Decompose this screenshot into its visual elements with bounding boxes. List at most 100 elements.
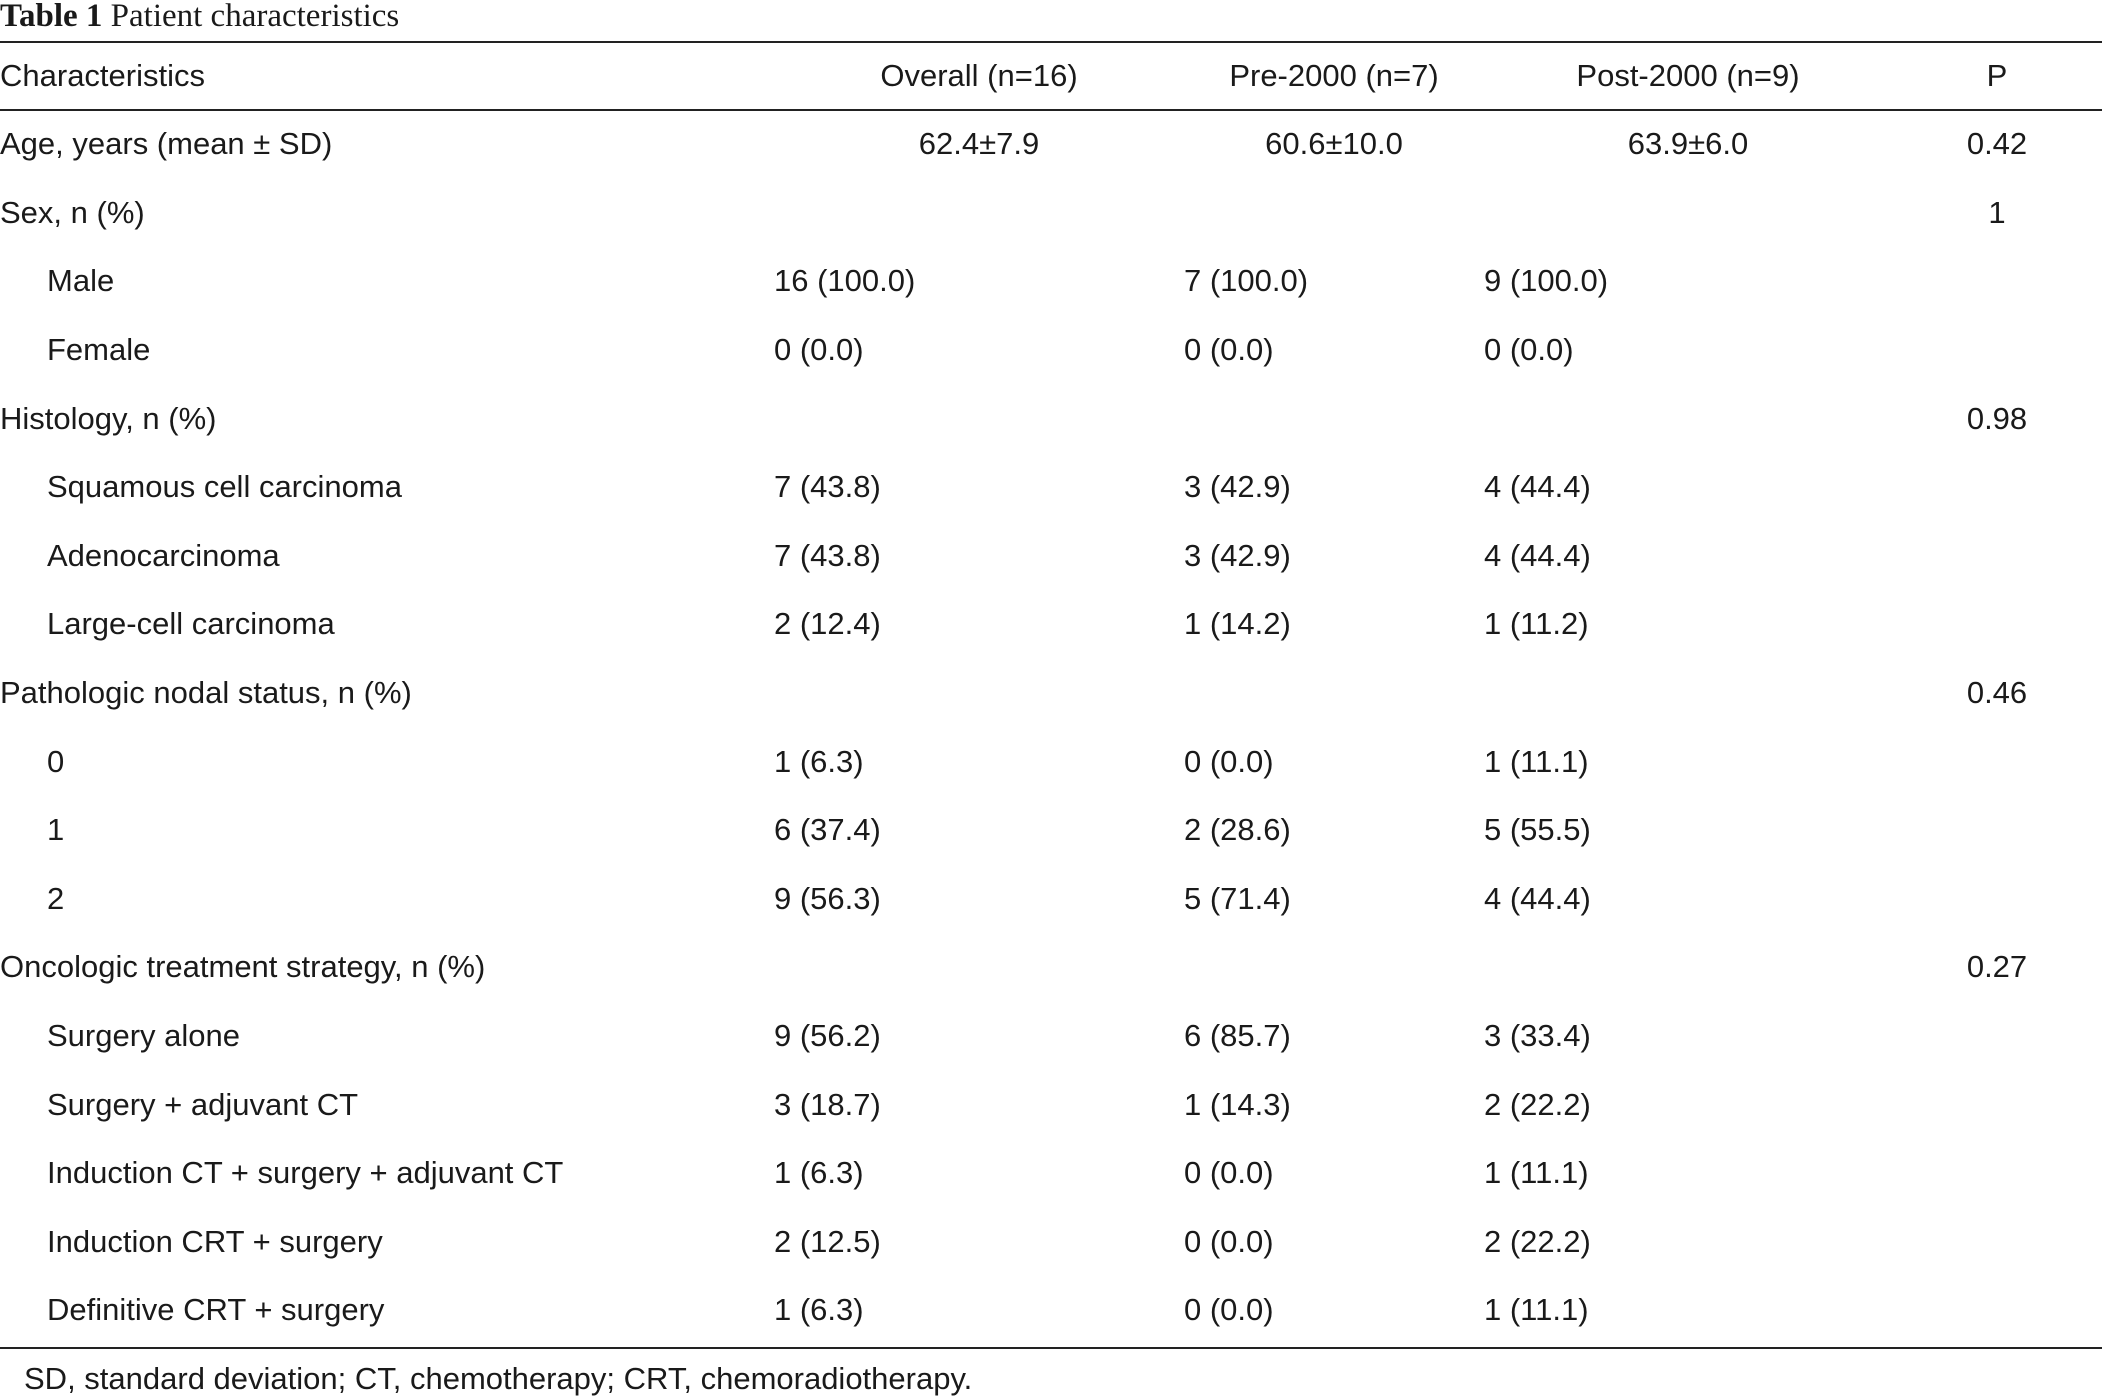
table-caption-label: Table 1: [0, 0, 103, 34]
table-row: Male 16 (100.0) 7 (100.0) 9 (100.0): [0, 247, 2102, 316]
cell-pre-2000: 0 (0.0): [1184, 1292, 1274, 1328]
cell-post-2000: [1484, 933, 1892, 1002]
table-row: Squamous cell carcinoma 7 (43.8) 3 (42.9) 4…: [0, 453, 2102, 522]
table-row: Definitive CRT + surgery 1 (6.3) 0 (0.0) 1 …: [0, 1276, 2102, 1345]
cell-p-value: [1892, 865, 2102, 934]
table-row: Pathologic nodal status, n (%) 0.46: [0, 659, 2102, 728]
cell-post-2000: 2 (22.2): [1484, 1086, 1591, 1122]
cell-p-value: [1892, 522, 2102, 591]
row-label: Induction CT + surgery + adjuvant CT: [47, 1155, 564, 1191]
table-row: Oncologic treatment strategy, n (%) 0.27: [0, 933, 2102, 1002]
cell-pre-2000: [1184, 384, 1484, 453]
cell-p-value: [1892, 1208, 2102, 1277]
cell-p-value: [1892, 796, 2102, 865]
table-row: Histology, n (%) 0.98: [0, 384, 2102, 453]
table-row: Female 0 (0.0) 0 (0.0) 0 (0.0): [0, 316, 2102, 385]
table-row: Induction CT + surgery + adjuvant CT 1 (6…: [0, 1139, 2102, 1208]
row-label: Age, years (mean ± SD): [0, 126, 333, 162]
cell-post-2000: [1484, 384, 1892, 453]
cell-overall: 1 (6.3): [774, 1155, 864, 1191]
cell-overall: 9 (56.2): [774, 1018, 881, 1054]
table-row: Age, years (mean ± SD) 62.4±7.9 60.6±10.0 6…: [0, 110, 2102, 179]
patient-characteristics-table: Characteristics Overall (n=16) Pre-2000 …: [0, 42, 2102, 1345]
table-row: Surgery alone 9 (56.2) 6 (85.7) 3 (33.4): [0, 1002, 2102, 1071]
row-label: Induction CRT + surgery: [47, 1223, 383, 1259]
header-post-2000: Post-2000 (n=9): [1576, 58, 1800, 93]
table-bottom-rule: [0, 1347, 2102, 1349]
table-top-rule: [0, 41, 2102, 43]
cell-post-2000: 5 (55.5): [1484, 812, 1591, 848]
cell-post-2000: 3 (33.4): [1484, 1018, 1591, 1054]
table-row: Induction CRT + surgery 2 (12.5) 0 (0.0) 2 …: [0, 1208, 2102, 1277]
cell-pre-2000: 5 (71.4): [1184, 880, 1291, 916]
cell-pre-2000: 1 (14.2): [1184, 606, 1291, 642]
table-caption: Table 1 Patient characteristics: [0, 0, 399, 34]
table-footnote: SD, standard deviation; CT, chemotherapy…: [24, 1361, 973, 1396]
cell-p-value: 0.46: [1966, 675, 2028, 711]
cell-overall: 9 (56.3): [774, 880, 881, 916]
cell-overall: 62.4±7.9: [918, 126, 1040, 162]
cell-p-value: [1892, 1139, 2102, 1208]
table-row: 2 9 (56.3) 5 (71.4) 4 (44.4): [0, 865, 2102, 934]
table-row: 1 6 (37.4) 2 (28.6) 5 (55.5): [0, 796, 2102, 865]
cell-post-2000: [1484, 179, 1892, 248]
row-label: 2: [47, 880, 65, 916]
header-characteristics: Characteristics: [0, 58, 205, 93]
cell-post-2000: 2 (22.2): [1484, 1223, 1591, 1259]
row-label: Male: [47, 263, 115, 299]
cell-post-2000: 9 (100.0): [1484, 263, 1609, 299]
table-caption-title: Patient characteristics: [110, 0, 400, 34]
cell-overall: [774, 659, 1184, 728]
cell-post-2000: 4 (44.4): [1484, 469, 1591, 505]
table-row: Adenocarcinoma 7 (43.8) 3 (42.9) 4 (44.4): [0, 522, 2102, 591]
header-p-value: P: [1986, 58, 2008, 93]
cell-post-2000: 1 (11.1): [1484, 1155, 1589, 1191]
row-label: Surgery alone: [47, 1018, 241, 1054]
cell-pre-2000: [1184, 659, 1484, 728]
table-body: Age, years (mean ± SD) 62.4±7.9 60.6±10.0 6…: [0, 110, 2102, 1345]
cell-overall: [774, 933, 1184, 1002]
cell-overall: 2 (12.5): [774, 1223, 881, 1259]
row-label: Large-cell carcinoma: [47, 606, 335, 642]
row-label: 1: [47, 812, 65, 848]
row-label: Oncologic treatment strategy, n (%): [0, 949, 486, 985]
cell-p-value: [1892, 727, 2102, 796]
table-row: Sex, n (%) 1: [0, 179, 2102, 248]
table-row: Surgery + adjuvant CT 3 (18.7) 1 (14.3) 2 (…: [0, 1070, 2102, 1139]
cell-p-value: [1892, 1070, 2102, 1139]
cell-post-2000: 63.9±6.0: [1627, 126, 1749, 162]
cell-p-value: [1892, 1002, 2102, 1071]
cell-post-2000: [1484, 659, 1892, 728]
row-label: Definitive CRT + surgery: [47, 1292, 385, 1328]
cell-p-value: 0.98: [1966, 400, 2028, 436]
cell-pre-2000: 3 (42.9): [1184, 469, 1291, 505]
cell-p-value: [1892, 316, 2102, 385]
cell-pre-2000: 3 (42.9): [1184, 537, 1291, 573]
cell-overall: 0 (0.0): [774, 332, 864, 368]
cell-pre-2000: 6 (85.7): [1184, 1018, 1291, 1054]
header-pre-2000: Pre-2000 (n=7): [1229, 58, 1439, 93]
cell-p-value: 0.27: [1966, 949, 2028, 985]
row-label: Pathologic nodal status, n (%): [0, 675, 412, 711]
table-row: 0 1 (6.3) 0 (0.0) 1 (11.1): [0, 727, 2102, 796]
cell-pre-2000: 1 (14.3): [1184, 1086, 1291, 1122]
cell-p-value: 0.42: [1966, 126, 2028, 162]
table-header-row: Characteristics Overall (n=16) Pre-2000 …: [0, 42, 2102, 110]
cell-pre-2000: 60.6±10.0: [1265, 126, 1403, 162]
row-label: Surgery + adjuvant CT: [47, 1086, 359, 1122]
cell-pre-2000: 2 (28.6): [1184, 812, 1291, 848]
cell-pre-2000: 0 (0.0): [1184, 1155, 1274, 1191]
cell-p-value: [1892, 247, 2102, 316]
table-header-rule: [0, 109, 2102, 111]
cell-pre-2000: [1184, 933, 1484, 1002]
cell-pre-2000: 0 (0.0): [1184, 332, 1274, 368]
cell-post-2000: 0 (0.0): [1484, 332, 1574, 368]
cell-p-value: [1892, 1276, 2102, 1345]
cell-overall: 2 (12.4): [774, 606, 881, 642]
cell-overall: 1 (6.3): [774, 743, 864, 779]
cell-overall: 1 (6.3): [774, 1292, 864, 1328]
cell-overall: 16 (100.0): [774, 263, 916, 299]
cell-pre-2000: 0 (0.0): [1184, 743, 1274, 779]
header-overall: Overall (n=16): [880, 58, 1078, 93]
row-label: Female: [47, 332, 151, 368]
